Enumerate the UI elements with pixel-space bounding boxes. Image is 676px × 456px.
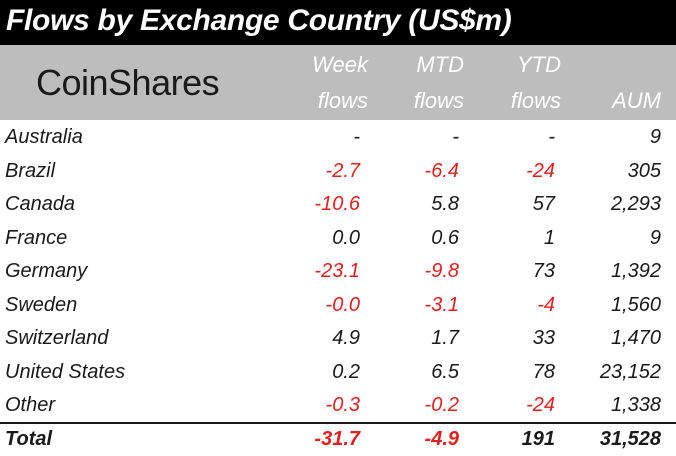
ytd-flow-cell: -24 — [526, 159, 555, 182]
ytd-flow-cell: 33 — [532, 327, 555, 349]
header-week-line1: Week — [312, 52, 368, 77]
total-mtd: -4.9 — [424, 428, 459, 450]
country-cell: Australia — [5, 126, 83, 148]
aum-cell: 23,152 — [599, 360, 661, 383]
week-flow-cell: 0.0 — [332, 226, 360, 249]
total-row: Total -31.7 -4.9 191 31,528 — [0, 423, 676, 456]
header-week-line2: flows — [317, 88, 368, 113]
aum-cell: 1,560 — [610, 293, 661, 316]
mtd-flow-cell: 1.7 — [431, 327, 459, 349]
table-row: United States 0.2 6.5 78 23,152 — [0, 356, 676, 389]
ytd-flow-cell: 1 — [543, 226, 555, 249]
mtd-flow-cell: 5.8 — [431, 193, 459, 215]
table-row: Switzerland 4.9 1.7 33 1,470 — [0, 322, 676, 355]
aum-cell: 1,392 — [610, 260, 661, 282]
aum-cell: 9 — [649, 126, 661, 148]
week-flow-cell: -2.7 — [325, 159, 360, 182]
total-week: -31.7 — [314, 428, 360, 450]
header-aum: AUM — [612, 88, 661, 113]
total-aum: 31,528 — [599, 428, 661, 450]
table-row: France 0.0 0.6 1 9 — [0, 222, 676, 255]
country-cell: Germany — [5, 260, 88, 282]
aum-cell: 2,293 — [610, 193, 661, 215]
coinshares-logo: CoinShares — [36, 62, 220, 103]
country-cell: Switzerland — [5, 327, 109, 349]
ytd-flow-cell: -4 — [537, 293, 555, 316]
aum-cell: 1,470 — [610, 327, 661, 349]
mtd-flow-cell: -0.2 — [424, 394, 459, 416]
ytd-flow-cell: -24 — [526, 394, 555, 416]
country-cell: United States — [5, 360, 126, 383]
week-flow-cell: 4.9 — [332, 327, 360, 349]
country-cell: Sweden — [5, 293, 78, 316]
table-title: Flows by Exchange Country (US$m) — [6, 4, 512, 37]
total-label: Total — [5, 428, 53, 450]
ytd-flow-cell: 78 — [532, 360, 555, 383]
mtd-flow-cell: -3.1 — [424, 293, 459, 316]
header-mtd-line2: flows — [413, 88, 464, 113]
mtd-flow-cell: - — [452, 126, 459, 148]
title-bar: Flows by Exchange Country (US$m) — [0, 0, 676, 45]
table-row: Australia - - - 9 — [0, 121, 676, 154]
ytd-flow-cell: 57 — [532, 193, 555, 215]
aum-cell: 305 — [627, 159, 661, 182]
mtd-flow-cell: 6.5 — [431, 360, 459, 383]
table-row: Canada -10.6 5.8 57 2,293 — [0, 188, 676, 221]
total-ytd: 191 — [521, 428, 555, 450]
mtd-flow-cell: -9.8 — [424, 260, 459, 282]
aum-cell: 9 — [649, 226, 661, 249]
header-ytd-line1: YTD — [517, 52, 561, 77]
header-bar — [0, 45, 676, 120]
aum-cell: 1,338 — [610, 394, 661, 416]
country-cell: France — [5, 226, 68, 249]
country-cell: Other — [5, 394, 56, 416]
header-ytd-line2: flows — [510, 88, 561, 113]
table-row: Brazil -2.7 -6.4 -24 305 — [0, 155, 676, 188]
table-row: Sweden -0.0 -3.1 -4 1,560 — [0, 289, 676, 322]
country-cell: Brazil — [5, 159, 56, 182]
week-flow-cell: -10.6 — [314, 193, 360, 215]
table-row: Germany -23.1 -9.8 73 1,392 — [0, 255, 676, 288]
week-flow-cell: - — [353, 126, 360, 148]
week-flow-cell: -23.1 — [314, 260, 360, 282]
header-mtd-line1: MTD — [416, 52, 464, 77]
ytd-flow-cell: - — [548, 126, 555, 148]
total-divider — [0, 422, 676, 424]
table-row: Other -0.3 -0.2 -24 1,338 — [0, 389, 676, 422]
week-flow-cell: 0.2 — [332, 360, 360, 383]
mtd-flow-cell: -6.4 — [424, 159, 459, 182]
week-flow-cell: -0.3 — [325, 394, 360, 416]
ytd-flow-cell: 73 — [532, 260, 555, 282]
mtd-flow-cell: 0.6 — [431, 226, 459, 249]
week-flow-cell: -0.0 — [325, 293, 360, 316]
country-cell: Canada — [5, 193, 76, 215]
